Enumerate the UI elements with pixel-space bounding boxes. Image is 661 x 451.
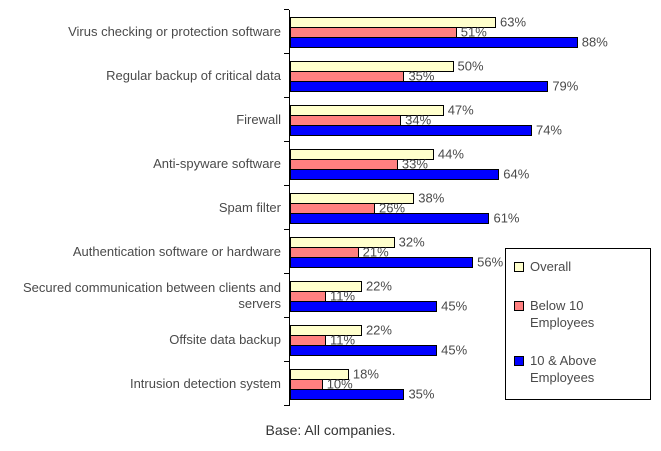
value-label: 45% (441, 298, 468, 314)
axis-tick (284, 405, 289, 406)
chart-row: Authentication software or hardware 32% 21… (0, 229, 661, 274)
value-label: 26% (379, 200, 406, 216)
base-caption: Base: All companies. (265, 422, 396, 438)
value-label: 32% (398, 234, 425, 250)
axis-tick (284, 273, 289, 274)
legend-swatch-below-10 (514, 300, 524, 311)
category-label-virus-checking-or-protection-s: Virus checking or protection software (68, 23, 281, 39)
axis-tick (284, 361, 289, 362)
value-label: 18% (352, 366, 379, 382)
category-label-regular-backup-of-critical-dat: Regular backup of critical data (106, 67, 281, 83)
bar-group: 50% 35% 79% (284, 53, 661, 98)
bar-10-above-employees: 64% (290, 167, 529, 182)
bar-chart: Virus checking or protection software 63%… (0, 9, 661, 406)
value-label: 11% (329, 288, 356, 304)
category-label-intrusion-detection-system: Intrusion detection system (129, 375, 281, 391)
chart-row: Secured communication between clients an… (0, 273, 661, 318)
bar-group: 63% 51% 88% (284, 9, 661, 54)
value-label: 63% (500, 14, 527, 30)
category-label-offsite-data-backup: Offsite data backup (169, 331, 281, 347)
value-label: 38% (418, 190, 445, 206)
value-label: 33% (401, 156, 428, 172)
bar-10-above-employees: 61% (290, 211, 520, 226)
value-label: 88% (581, 34, 608, 50)
bar-10-above-employees: 45% (290, 299, 467, 314)
legend-item-overall: Overall (514, 259, 644, 276)
bar-10-above-employees: 35% (290, 387, 434, 402)
chart-row: Spam filter 38% 26% 61% (0, 185, 661, 230)
category-label-secured-communication-between-: Secured communication between clients an… (23, 279, 281, 311)
bar-group: 44% 33% 64% (284, 141, 661, 186)
category-label-authentication-software-or-har: Authentication software or hardware (72, 243, 281, 259)
legend-label-overall: Overall (530, 259, 572, 274)
legend-item-10-above: 10 & Above Employees (514, 353, 644, 387)
bar-group: 38% 26% 61% (284, 185, 661, 230)
value-label: 11% (329, 332, 356, 348)
bar-10-above-employees: 88% (290, 35, 608, 50)
value-label: 74% (535, 122, 562, 138)
category-label-anti-spyware-software: Anti-spyware software (153, 155, 281, 171)
value-label: 34% (405, 112, 432, 128)
value-label: 10% (326, 376, 353, 392)
bar-group: 22% 11% 45% (284, 273, 661, 318)
axis-tick (284, 97, 289, 98)
axis-tick (284, 141, 289, 142)
chart-row: Anti-spyware software 44% 33% 64% (0, 141, 661, 186)
bar-10-above-employees: 74% (290, 123, 562, 138)
chart-row: Firewall 47% 34% 74% (0, 97, 661, 142)
legend-swatch-overall (514, 262, 524, 272)
category-label-firewall: Firewall (236, 111, 281, 127)
bar-10-above-employees: 79% (290, 79, 578, 94)
bar-10-above-employees: 45% (290, 343, 467, 358)
chart-row: Intrusion detection system 18% 10% 35% (0, 361, 661, 406)
bar-group: 22% 11% 45% (284, 317, 661, 362)
value-label: 45% (441, 342, 468, 358)
value-label: 35% (408, 386, 435, 402)
value-label: 64% (503, 166, 530, 182)
value-label: 35% (408, 68, 435, 84)
bar-group: 18% 10% 35% (284, 361, 661, 406)
axis-tick (284, 53, 289, 54)
value-label: 50% (457, 58, 484, 74)
legend-label-10-above: 10 & Above Employees (530, 353, 597, 386)
value-label: 56% (477, 254, 504, 270)
bar-overall: 22% (290, 279, 392, 294)
value-label: 21% (362, 244, 389, 260)
legend-item-below-10: Below 10 Employees (514, 298, 644, 332)
bar-10-above-employees: 56% (290, 255, 503, 270)
bar-group: 47% 34% 74% (284, 97, 661, 142)
value-label: 44% (437, 146, 464, 162)
value-label: 79% (552, 78, 579, 94)
axis-tick (284, 9, 289, 10)
value-label: 22% (365, 278, 392, 294)
bar-overall: 22% (290, 323, 392, 338)
value-label: 22% (365, 322, 392, 338)
legend-label-below-10: Below 10 Employees (530, 297, 595, 330)
legend-swatch-10-above (514, 356, 524, 367)
bar-group: 32% 21% 56% (284, 229, 661, 274)
chart-row: Virus checking or protection software 63%… (0, 9, 661, 54)
legend: Overall Below 10 Employees 10 & Above Em… (505, 248, 651, 400)
axis-tick (284, 317, 289, 318)
category-label-spam-filter: Spam filter (218, 199, 281, 215)
value-label: 51% (460, 24, 487, 40)
value-label: 61% (493, 210, 520, 226)
chart-row: Regular backup of critical data 50% 35% 79% (0, 53, 661, 98)
value-label: 47% (447, 102, 474, 118)
axis-tick (284, 185, 289, 186)
axis-tick (284, 229, 289, 230)
chart-row: Offsite data backup 22% 11% 45% (0, 317, 661, 362)
